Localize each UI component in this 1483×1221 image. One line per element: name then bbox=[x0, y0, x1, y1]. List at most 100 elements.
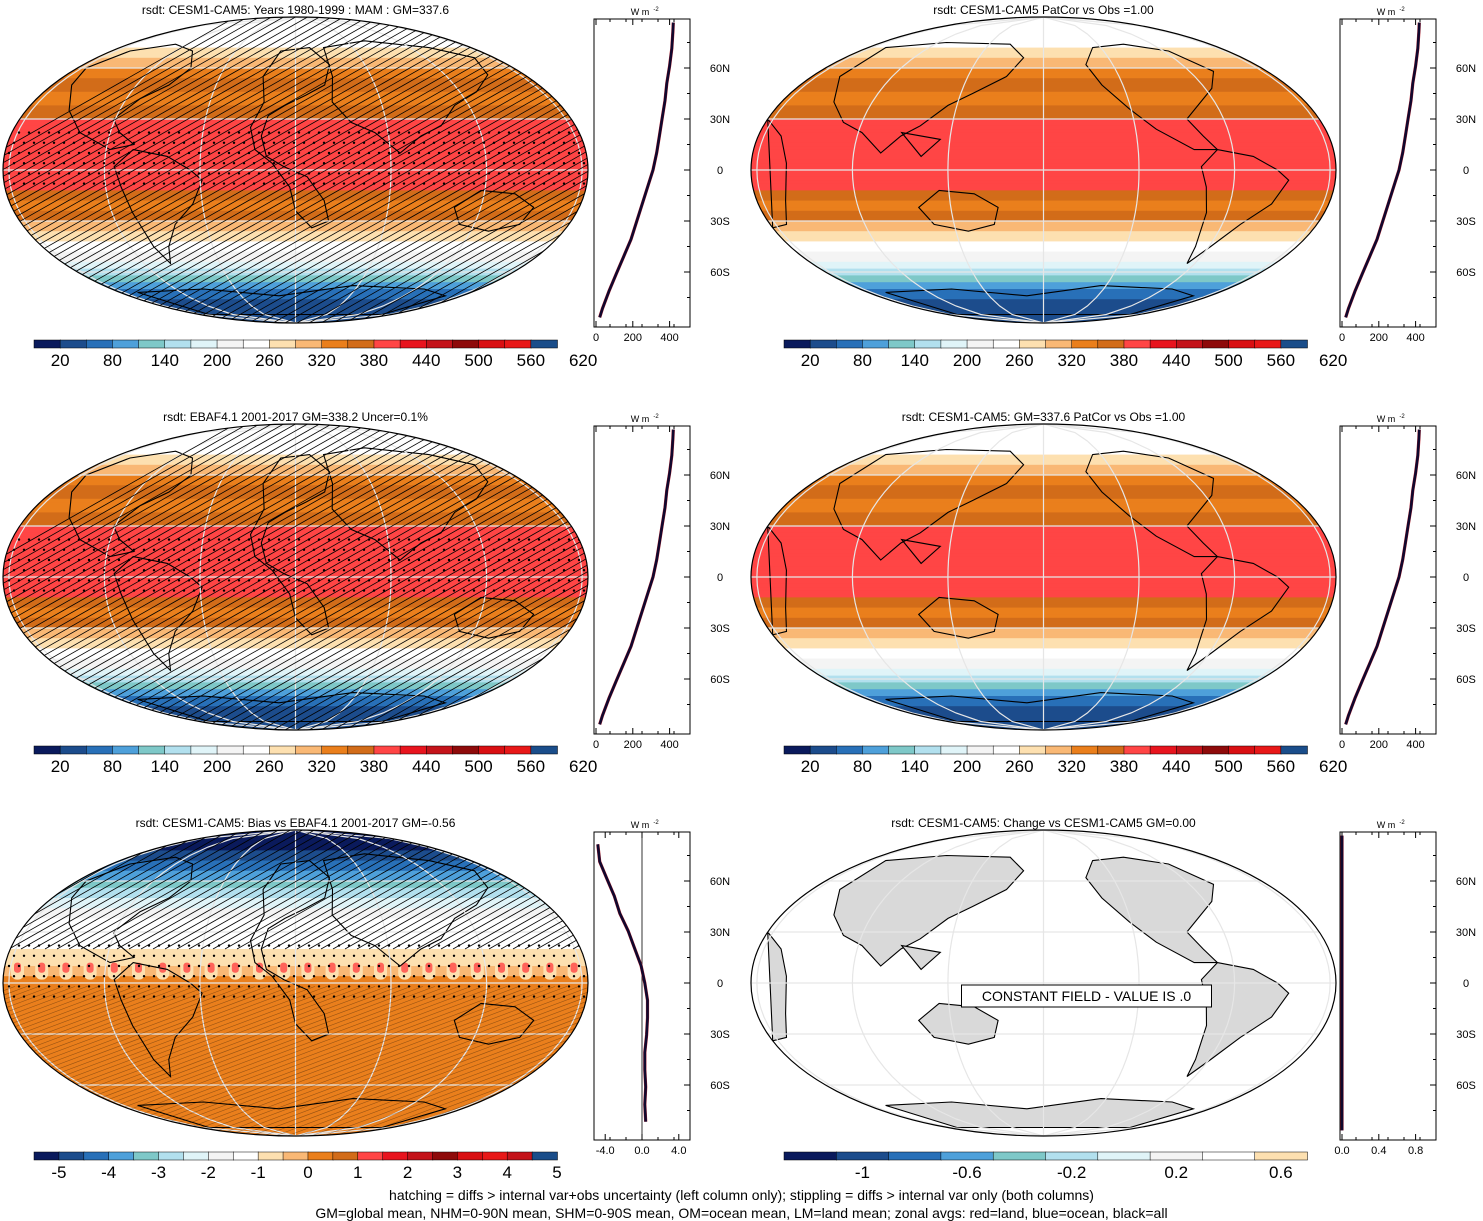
stipple-dot bbox=[117, 131, 121, 134]
stipple-dot bbox=[452, 995, 456, 998]
stipple-dot bbox=[232, 995, 236, 998]
stipple-dot bbox=[42, 975, 46, 978]
stipple-dot bbox=[202, 589, 206, 592]
stipple-dot bbox=[507, 579, 511, 582]
stipple-dot bbox=[217, 985, 221, 988]
stipple-dot bbox=[507, 172, 511, 175]
bias-stripe-core bbox=[401, 962, 409, 973]
stipple-dot bbox=[177, 558, 181, 562]
stipple-dot bbox=[42, 995, 46, 998]
stipple-dot bbox=[487, 985, 491, 988]
hatch-line bbox=[3, 17, 272, 323]
stipple-dot bbox=[472, 141, 476, 144]
stipple-dot bbox=[7, 985, 11, 988]
stipple-dot bbox=[87, 172, 91, 175]
stipple-dot bbox=[47, 964, 51, 968]
stipple-dot bbox=[27, 964, 31, 968]
stipple-dot bbox=[177, 538, 181, 541]
stipple-dot bbox=[197, 538, 201, 541]
stipple-dot bbox=[177, 985, 181, 988]
hatch-line bbox=[226, 986, 588, 1136]
stipple-dot bbox=[427, 944, 431, 947]
stipple-dot bbox=[112, 954, 116, 957]
hatch-line bbox=[104, 830, 315, 950]
continent-outline bbox=[453, 596, 535, 639]
stipple-dot bbox=[132, 162, 136, 165]
stipple-dot bbox=[97, 558, 101, 562]
stipple-dot bbox=[212, 548, 216, 551]
stipple-dot bbox=[277, 538, 281, 541]
colorbar-swatch bbox=[347, 745, 375, 755]
stipple-dot bbox=[267, 944, 271, 947]
colorbar-p2: 20 80 140 200 260 320 380 440 500 560 620 bbox=[783, 339, 1347, 370]
stipple-dot bbox=[212, 589, 216, 592]
stipple-dot bbox=[322, 548, 326, 551]
stipple-dot bbox=[102, 162, 106, 165]
stipple-dot bbox=[92, 995, 96, 998]
stipple-dot bbox=[22, 182, 26, 185]
colorbar-swatch bbox=[1019, 745, 1047, 755]
colorbar-swatch bbox=[1097, 1151, 1151, 1161]
stipple-dot bbox=[242, 975, 246, 978]
stipple-dot bbox=[147, 558, 151, 562]
stipple-dot bbox=[467, 558, 471, 562]
stipple-dot bbox=[557, 131, 561, 134]
hatch-line bbox=[3, 424, 332, 730]
colorbar-swatch bbox=[307, 1151, 334, 1161]
zonal-lat-label: 30S bbox=[1456, 216, 1476, 228]
colorbar-label: -5 bbox=[51, 1163, 66, 1182]
stipple-dot bbox=[372, 975, 376, 978]
stipple-dot bbox=[492, 182, 496, 185]
stipple-dot bbox=[47, 131, 51, 134]
stipple-dot bbox=[52, 995, 56, 998]
stipple-dot bbox=[502, 569, 506, 572]
hatch-line bbox=[92, 830, 303, 950]
stipple-dot bbox=[7, 964, 11, 968]
stipple-dot bbox=[362, 162, 366, 165]
stipple-dot bbox=[257, 151, 261, 155]
stipple-dot bbox=[542, 162, 546, 165]
stipple-dot bbox=[457, 985, 461, 988]
stipple-dot bbox=[467, 985, 471, 988]
stipple-dot bbox=[72, 589, 76, 592]
colorbar-swatch bbox=[1228, 339, 1256, 349]
stipple-dot bbox=[27, 944, 31, 947]
zonal-unit: W m bbox=[631, 820, 650, 830]
stipple-dot bbox=[72, 162, 76, 165]
colorbar-swatch bbox=[242, 745, 271, 755]
hatch-line bbox=[3, 424, 536, 730]
stipple-dot bbox=[422, 954, 426, 957]
stipple-dot bbox=[442, 141, 446, 144]
graticule-lon bbox=[103, 424, 296, 730]
colorbar-swatch bbox=[478, 745, 506, 755]
colorbar-swatch bbox=[295, 745, 323, 755]
stipple-dot bbox=[417, 964, 421, 968]
stipple-dot bbox=[202, 569, 206, 572]
stipple-dot bbox=[582, 182, 586, 185]
stipple-dot bbox=[212, 569, 216, 572]
stipple-dot bbox=[7, 538, 11, 541]
stipple-dot bbox=[377, 151, 381, 155]
stipple-dot bbox=[77, 985, 81, 988]
stipple-dot bbox=[387, 964, 391, 968]
stipple-dot bbox=[427, 151, 431, 155]
stipple-dot bbox=[417, 131, 421, 134]
continent-outline bbox=[1085, 450, 1219, 558]
stipple-dot bbox=[232, 548, 236, 551]
stipple-dot bbox=[557, 985, 561, 988]
stipple-dot bbox=[127, 131, 131, 134]
map-title: rsdt: CESM1-CAM5: GM=337.6 PatCor vs Obs… bbox=[902, 410, 1186, 424]
stipple-dot bbox=[167, 172, 171, 175]
stipple-dot bbox=[177, 151, 181, 155]
stipple-dot bbox=[522, 548, 526, 551]
zonal-lat-label: 60S bbox=[710, 1080, 730, 1092]
zonal-lat-label: 60S bbox=[710, 267, 730, 279]
stipple-dot bbox=[487, 131, 491, 134]
colorbar-swatch bbox=[1097, 745, 1125, 755]
stipple-dot bbox=[242, 569, 246, 572]
stipple-dot bbox=[272, 141, 276, 144]
stipple-dot bbox=[152, 569, 156, 572]
stipple-dot bbox=[202, 141, 206, 144]
stipple-dot bbox=[182, 975, 186, 978]
